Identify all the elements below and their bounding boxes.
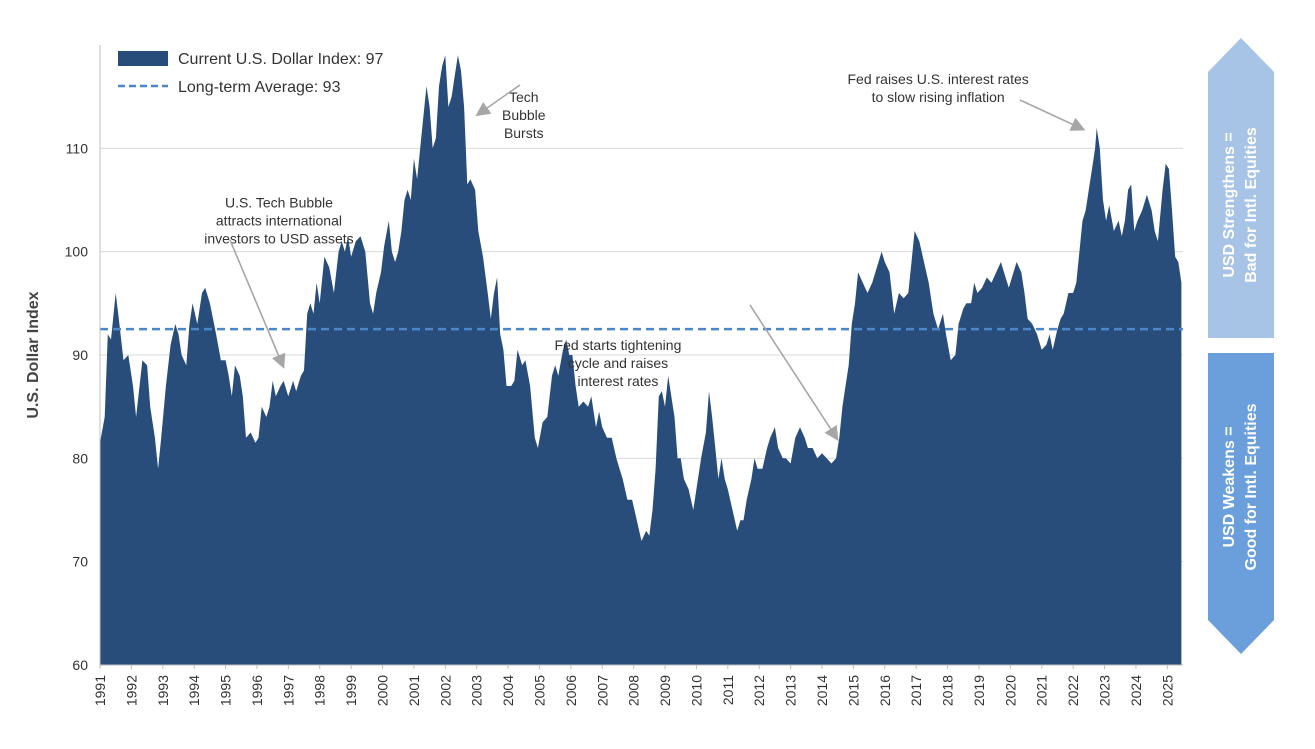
y-tick-label-70: 70 bbox=[72, 554, 88, 570]
x-tick-label-2009: 2009 bbox=[657, 675, 673, 706]
annotation-2-line-1: cycle and raises bbox=[568, 355, 668, 371]
legend: Current U.S. Dollar Index: 97 Long-term A… bbox=[118, 51, 384, 96]
annotation-2-line-2: interest rates bbox=[577, 373, 658, 389]
x-tick-label-2006: 2006 bbox=[563, 675, 579, 706]
x-tick-label-2014: 2014 bbox=[814, 675, 830, 706]
annotation-3-line-1: to slow rising inflation bbox=[872, 89, 1005, 105]
y-tick-label-100: 100 bbox=[65, 244, 89, 260]
annotation-3-line-0: Fed raises U.S. interest rates bbox=[847, 71, 1028, 87]
x-tick-label-2000: 2000 bbox=[375, 675, 391, 706]
x-tick-label-2015: 2015 bbox=[845, 675, 861, 706]
x-tick-label-2021: 2021 bbox=[1034, 675, 1050, 706]
usd-strengthens-text-line-1: Bad for Intl. Equities bbox=[1243, 127, 1260, 283]
x-tick-label-2018: 2018 bbox=[940, 675, 956, 706]
axes: 60 70 80 90 100 110 1991 1992 1993 1994 1995 1996 19… bbox=[25, 45, 1183, 706]
usd-weakens-text-line-0: USD Weakens = bbox=[1221, 426, 1238, 547]
annotations: U.S. Tech Bubble attracts international in… bbox=[204, 71, 1086, 441]
x-tick-label-2011: 2011 bbox=[720, 675, 736, 705]
x-tick-label-2012: 2012 bbox=[751, 675, 767, 706]
usd-weakens-text-line-1: Good for Intl. Equities bbox=[1243, 403, 1260, 570]
x-tick-label-1997: 1997 bbox=[280, 675, 296, 706]
y-tick-label-60: 60 bbox=[72, 657, 88, 673]
x-tick-label-2016: 2016 bbox=[877, 675, 893, 706]
side-panels: USD Strengthens = Bad for Intl. Equities U… bbox=[1208, 38, 1274, 654]
x-tick-label-1996: 1996 bbox=[249, 675, 265, 706]
x-tick-label-1999: 1999 bbox=[343, 675, 359, 706]
x-tick-label-2005: 2005 bbox=[532, 675, 548, 706]
x-tick-label-1995: 1995 bbox=[218, 675, 234, 706]
annotation-0-line-1: attracts international bbox=[216, 212, 342, 228]
annotation-2-line-0: Fed starts tightening bbox=[555, 337, 682, 353]
x-tick-label-2010: 2010 bbox=[688, 675, 704, 706]
usd-strengthens-panel bbox=[1208, 38, 1274, 338]
y-axis-title: U.S. Dollar Index bbox=[25, 291, 42, 418]
x-tick-label-1994: 1994 bbox=[186, 675, 202, 706]
x-tick-label-2024: 2024 bbox=[1128, 675, 1144, 706]
legend-swatch-index bbox=[118, 51, 168, 66]
annotation-0-line-0: U.S. Tech Bubble bbox=[225, 194, 333, 210]
x-tick-label-1998: 1998 bbox=[312, 675, 328, 706]
annotation-0-line-2: investors to USD assets bbox=[204, 230, 353, 246]
y-tick-label-80: 80 bbox=[72, 450, 88, 466]
annotation-1-line-0: Tech bbox=[509, 89, 539, 105]
annotation-arrow-1 bbox=[475, 84, 521, 117]
legend-label-average: Long-term Average: 93 bbox=[178, 79, 341, 96]
annotation-arrow-0 bbox=[229, 239, 286, 369]
usd-index-series bbox=[100, 55, 1182, 666]
x-tick-label-2019: 2019 bbox=[971, 675, 987, 706]
x-tick-label-2013: 2013 bbox=[783, 675, 799, 706]
x-tick-label-2008: 2008 bbox=[626, 675, 642, 706]
x-tick-label-1992: 1992 bbox=[123, 675, 139, 706]
y-tick-label-90: 90 bbox=[72, 347, 88, 363]
annotation-arrow-2 bbox=[749, 304, 839, 441]
x-tick-label-2002: 2002 bbox=[437, 675, 453, 706]
usd-index-area bbox=[100, 55, 1182, 666]
x-tick-label-2007: 2007 bbox=[594, 675, 610, 706]
annotation-1-line-1: Bubble bbox=[502, 107, 546, 123]
x-tick-label-2004: 2004 bbox=[500, 675, 516, 706]
x-tick-label-2003: 2003 bbox=[469, 675, 485, 706]
x-tick-label-1991: 1991 bbox=[92, 675, 108, 706]
x-tick-label-1993: 1993 bbox=[155, 675, 171, 706]
x-tick-label-2022: 2022 bbox=[1065, 675, 1081, 706]
x-tick-label-2023: 2023 bbox=[1097, 675, 1113, 706]
x-tick-label-2001: 2001 bbox=[406, 675, 422, 706]
x-tick-label-2020: 2020 bbox=[1002, 675, 1018, 706]
annotation-1-line-2: Bursts bbox=[504, 125, 544, 141]
x-tick-label-2025: 2025 bbox=[1159, 675, 1175, 706]
usd-weakens-panel bbox=[1208, 353, 1274, 654]
annotation-arrow-3 bbox=[1019, 99, 1086, 131]
x-tick-label-2017: 2017 bbox=[908, 675, 924, 706]
usd-strengthens-text-line-0: USD Strengthens = bbox=[1221, 132, 1238, 277]
legend-label-index: Current U.S. Dollar Index: 97 bbox=[178, 51, 384, 68]
y-tick-label-110: 110 bbox=[66, 140, 89, 156]
